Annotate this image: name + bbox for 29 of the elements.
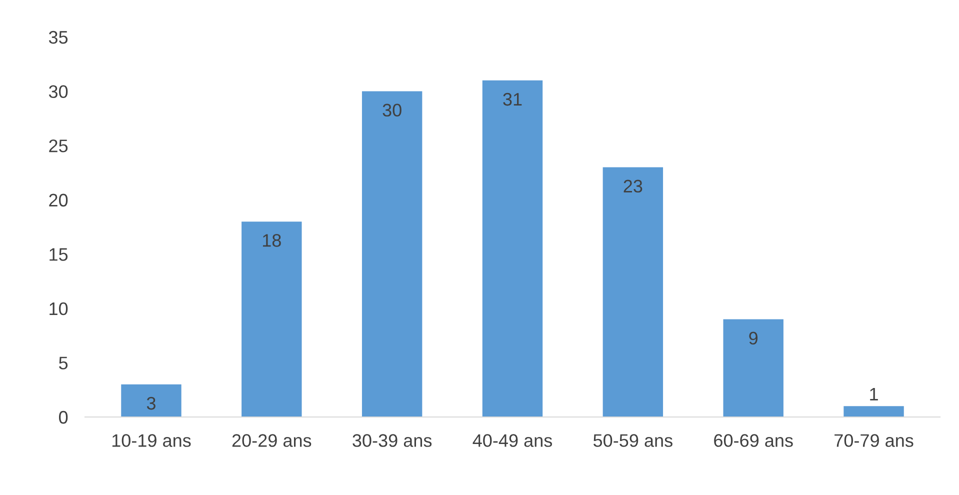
y-tick-label: 15 bbox=[50, 248, 68, 261]
data-label: 30 bbox=[382, 104, 402, 117]
y-tick-label: 20 bbox=[49, 194, 68, 207]
data-label: 23 bbox=[624, 180, 642, 193]
data-label: 1 bbox=[870, 388, 878, 400]
data-label: 3 bbox=[146, 396, 156, 410]
x-tick-label: 70-79 ans bbox=[834, 434, 914, 447]
y-tick-label: 5 bbox=[59, 356, 68, 370]
bar bbox=[362, 91, 422, 417]
y-tick-label: 0 bbox=[59, 410, 68, 424]
data-label: 31 bbox=[503, 92, 522, 106]
bar bbox=[602, 167, 664, 417]
x-tick-label: 20-29 ans bbox=[232, 434, 312, 447]
y-tick-label: 25 bbox=[49, 140, 68, 152]
bar bbox=[723, 319, 784, 417]
x-tick-label: 30-39 ans bbox=[352, 434, 432, 447]
y-tick-label: 30 bbox=[48, 85, 68, 98]
x-tick-label: 50-59 ans bbox=[593, 434, 672, 447]
x-tick-label: 10-19 ans bbox=[112, 434, 191, 447]
data-label: 18 bbox=[262, 234, 281, 247]
bar bbox=[242, 222, 302, 417]
data-label: 9 bbox=[749, 332, 758, 345]
y-tick-label: 35 bbox=[48, 30, 68, 44]
x-tick-label: 60-69 ans bbox=[714, 434, 793, 447]
bar bbox=[482, 80, 543, 417]
bar bbox=[844, 406, 904, 417]
bar bbox=[121, 384, 182, 417]
y-tick-label: 10 bbox=[50, 302, 68, 316]
x-tick-label: 40-49 ans bbox=[472, 434, 552, 447]
